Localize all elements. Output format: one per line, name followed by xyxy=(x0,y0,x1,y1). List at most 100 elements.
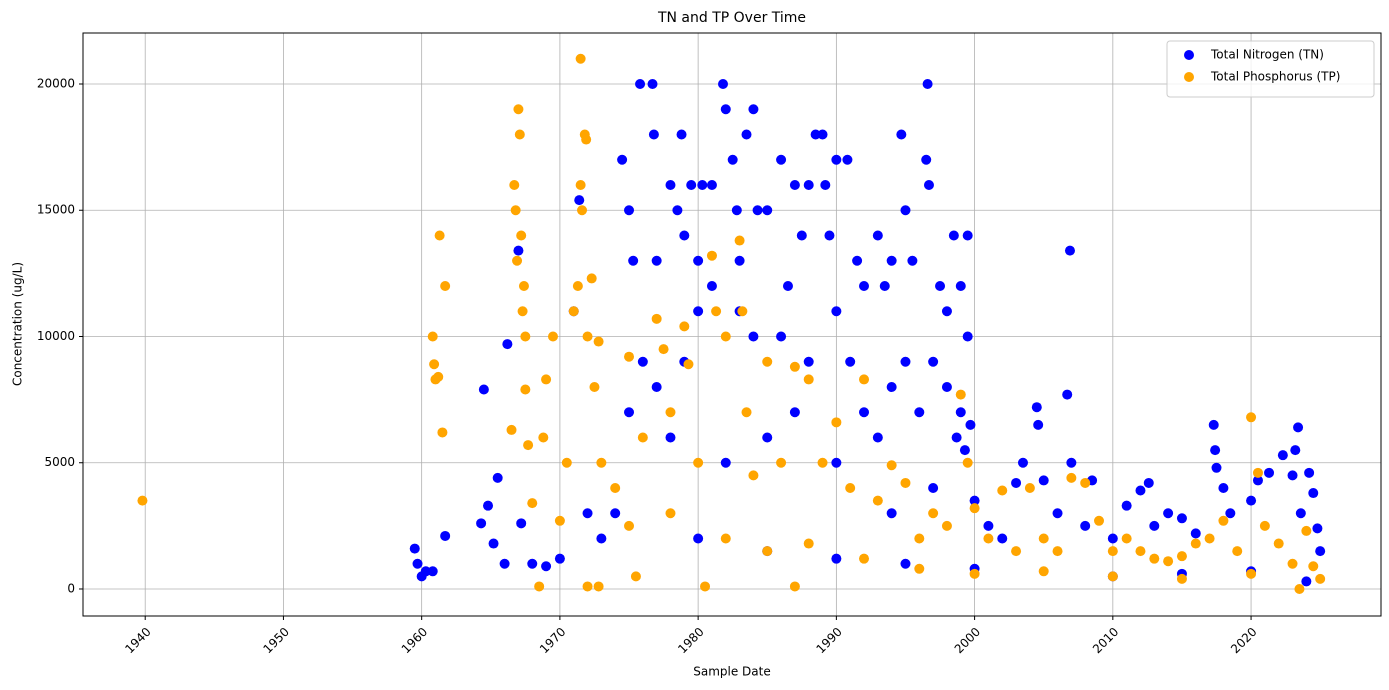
point xyxy=(831,154,842,165)
point xyxy=(440,280,451,291)
point xyxy=(817,457,828,468)
point xyxy=(412,558,423,569)
point xyxy=(741,129,752,140)
point xyxy=(900,356,911,367)
plot-frame xyxy=(82,32,1382,617)
point xyxy=(1066,472,1077,483)
point xyxy=(922,79,933,90)
point xyxy=(693,457,704,468)
point xyxy=(647,79,658,90)
point xyxy=(831,457,842,468)
point xyxy=(789,581,800,592)
point xyxy=(748,331,759,342)
point xyxy=(955,407,966,418)
point xyxy=(420,566,431,577)
point xyxy=(752,205,763,216)
point xyxy=(700,581,711,592)
point xyxy=(630,571,641,582)
point xyxy=(679,230,690,241)
legend-marker xyxy=(1184,72,1194,82)
point xyxy=(648,129,659,140)
point xyxy=(582,581,593,592)
point xyxy=(1246,568,1257,579)
point xyxy=(1312,523,1323,534)
point xyxy=(665,179,676,190)
point xyxy=(1304,467,1315,478)
point xyxy=(538,432,549,443)
point xyxy=(554,553,565,564)
point xyxy=(679,321,690,332)
point xyxy=(955,389,966,400)
point xyxy=(886,255,897,266)
point xyxy=(686,179,697,190)
point xyxy=(1149,553,1160,564)
point xyxy=(948,230,959,241)
point xyxy=(1017,457,1028,468)
point xyxy=(693,533,704,544)
point xyxy=(900,477,911,488)
point xyxy=(1190,538,1201,549)
point xyxy=(914,533,925,544)
point xyxy=(513,104,524,115)
point xyxy=(842,154,853,165)
point xyxy=(520,384,531,395)
point xyxy=(923,179,934,190)
point xyxy=(706,280,717,291)
point xyxy=(427,566,438,577)
point xyxy=(1052,546,1063,557)
point xyxy=(1033,419,1044,430)
point xyxy=(586,273,597,284)
point xyxy=(1287,558,1298,569)
point xyxy=(762,205,773,216)
y-tick-label: 5000 xyxy=(44,455,75,469)
point xyxy=(1080,520,1091,531)
point xyxy=(1293,422,1304,433)
point xyxy=(409,543,420,554)
legend-marker xyxy=(1184,50,1194,60)
point xyxy=(624,351,635,362)
point xyxy=(1252,475,1263,486)
point xyxy=(720,533,731,544)
point xyxy=(810,129,821,140)
point xyxy=(518,280,529,291)
legend-box xyxy=(1166,40,1375,98)
point xyxy=(676,129,687,140)
point xyxy=(762,356,773,367)
point xyxy=(483,500,494,511)
point xyxy=(886,508,897,519)
y-axis-label: Concentration (ug/L) xyxy=(11,262,25,386)
point xyxy=(1259,520,1270,531)
point xyxy=(617,154,628,165)
point xyxy=(541,561,552,572)
point xyxy=(624,205,635,216)
point xyxy=(1011,477,1022,488)
point xyxy=(1301,525,1312,536)
point xyxy=(527,498,538,509)
point xyxy=(900,205,911,216)
point xyxy=(935,280,946,291)
point xyxy=(1252,467,1263,478)
point xyxy=(1149,520,1160,531)
point xyxy=(720,457,731,468)
point xyxy=(665,407,676,418)
point xyxy=(514,129,525,140)
point xyxy=(969,495,980,506)
point xyxy=(959,445,970,456)
point xyxy=(593,336,604,347)
point xyxy=(683,359,694,370)
point xyxy=(983,520,994,531)
point xyxy=(886,460,897,471)
point xyxy=(872,432,883,443)
point xyxy=(516,518,527,529)
point xyxy=(1308,561,1319,572)
point xyxy=(434,230,445,241)
point xyxy=(748,104,759,115)
point xyxy=(637,432,648,443)
point xyxy=(1038,533,1049,544)
point xyxy=(1315,546,1326,557)
point xyxy=(1038,566,1049,577)
point xyxy=(512,255,523,266)
point xyxy=(1190,528,1201,539)
point xyxy=(509,179,520,190)
point xyxy=(711,306,722,317)
